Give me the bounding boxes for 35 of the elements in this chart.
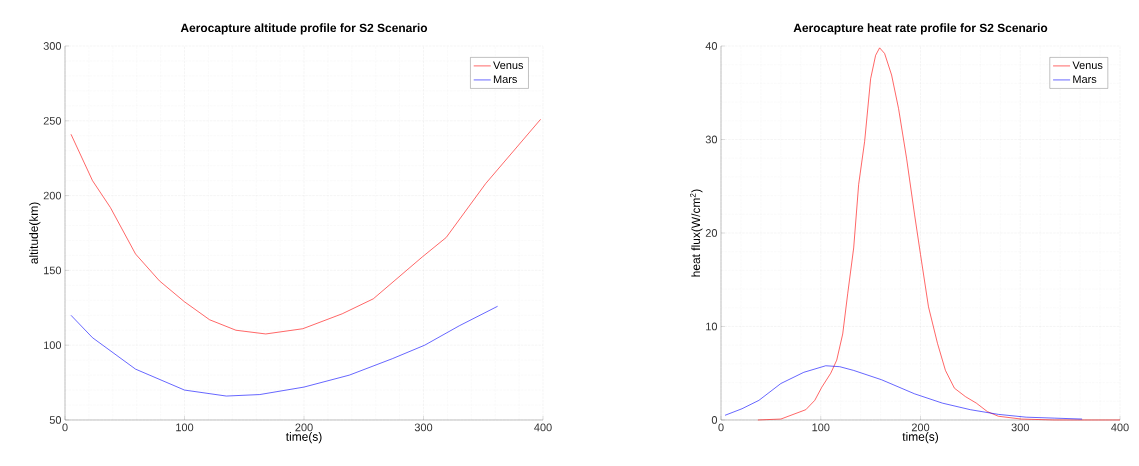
y-tick-label: 100	[44, 341, 62, 350]
line-series	[757, 47, 1121, 421]
x-tick-label: 100	[812, 423, 830, 432]
y-tick-label: 30	[705, 135, 718, 144]
legend-label: Venus	[1072, 61, 1103, 70]
chart-title: Aerocapture altitude profile for S2 Scenario	[180, 23, 428, 35]
y-tick-label: 0	[711, 416, 718, 424]
y-tick-label: 40	[705, 42, 718, 50]
line-series	[70, 118, 541, 335]
y-axis-title: heat flux(W/cm$^{2}$)	[690, 189, 703, 277]
y-tick-label: 20	[705, 229, 718, 237]
x-tick-label: 0	[62, 423, 68, 432]
x-tick-label: 200	[295, 423, 313, 432]
chart-title: Aerocapture heat rate profile for S2 Scenario	[793, 23, 1048, 35]
x-tick-label: 400	[534, 423, 552, 432]
x-axis-title: time(s)	[902, 432, 939, 444]
y-axis-title: altitude(km)	[29, 202, 41, 264]
line-series	[70, 305, 498, 397]
line-series	[724, 365, 1083, 420]
legend-label: Mars	[493, 75, 517, 84]
x-axis-title: time(s)	[285, 432, 322, 444]
y-tick-label: 50	[49, 416, 62, 424]
y-tick-label: 200	[43, 191, 62, 200]
x-tick-label: 0	[718, 423, 724, 432]
x-tick-label: 100	[176, 423, 194, 432]
y-tick-label: 150	[44, 266, 62, 275]
x-tick-label: 300	[414, 423, 433, 432]
y-tick-label: 300	[43, 42, 62, 50]
legend-label: Mars	[1073, 75, 1097, 84]
x-tick-label: 300	[1011, 423, 1029, 432]
y-tick-label: 10	[706, 322, 718, 331]
x-tick-label: 200	[911, 423, 930, 432]
legend-label: Venus	[493, 61, 524, 70]
x-tick-label: 400	[1111, 423, 1129, 432]
y-tick-label: 250	[43, 116, 62, 125]
